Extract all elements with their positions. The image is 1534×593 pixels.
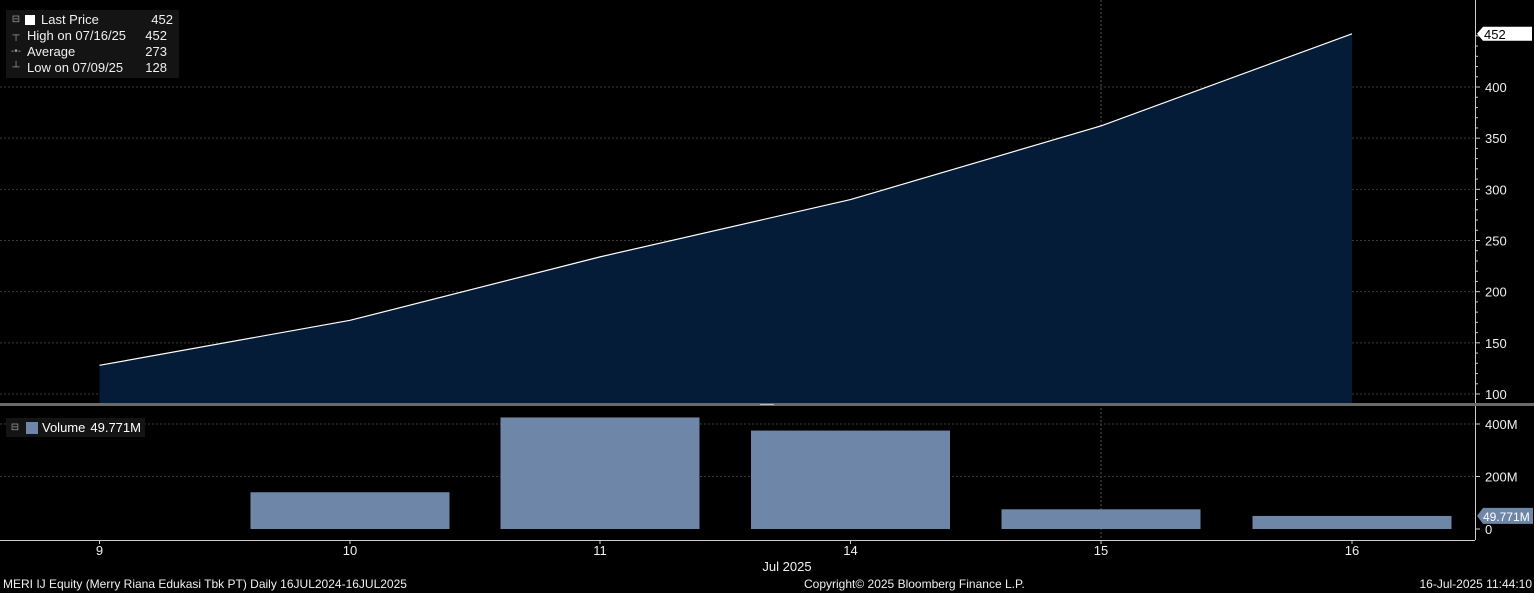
x-tick-label: 10 (343, 543, 357, 558)
volume-tick-label: 0 (1485, 522, 1492, 537)
last-volume-tag (1477, 507, 1533, 524)
volume-bar (751, 430, 950, 529)
volume-bars (250, 417, 1452, 529)
price-tick-label: 350 (1485, 131, 1507, 146)
volume-gridlines (0, 423, 1475, 477)
price-tick-label: 400 (1485, 80, 1507, 95)
price-area (99, 33, 1352, 403)
legend-row-last-price[interactable]: ⊟ Last Price 452 (9, 12, 173, 28)
legend-label: Average (27, 44, 76, 59)
x-axis-ticks: 9 10 11 14 15 16 Jul 2025 (96, 540, 1359, 574)
last-value-tags: 452 49.771M (1477, 26, 1533, 524)
collapse-icon[interactable]: ⊟ (10, 422, 20, 433)
price-tick-label: 100 (1485, 387, 1507, 402)
legend-value: 452 (151, 12, 173, 27)
volume-bar (1001, 509, 1201, 529)
high-marker-icon: ┬ (12, 30, 20, 41)
volume-tick-label: 400M (1485, 417, 1518, 432)
x-tick-label: 11 (593, 543, 607, 558)
legend-value: 452 (145, 28, 167, 43)
legend-value: 128 (145, 60, 167, 75)
volume-legend-value: 49.771M (90, 420, 141, 435)
x-tick-label: 15 (1094, 543, 1108, 558)
axes (0, 0, 1476, 541)
price-legend: ⊟ Last Price 452 ┬ High on 07/16/25 452 … (6, 10, 179, 78)
price-tick-label: 200 (1485, 285, 1507, 300)
price-tick-label: 300 (1485, 182, 1507, 197)
price-axis-ticks: 100 150 200 250 300 350 400 (1475, 35, 1507, 402)
white-swatch-icon (25, 15, 35, 25)
footer-timestamp: 16-Jul-2025 11:44:10 (1419, 577, 1532, 591)
collapse-icon[interactable]: ⊟ (11, 14, 21, 25)
x-axis-month-label: Jul 2025 (762, 559, 811, 574)
legend-label: High on 07/16/25 (27, 28, 127, 43)
footer-security: MERI IJ Equity (Merry Riana Edukasi Tbk … (3, 577, 407, 591)
volume-bar (250, 492, 450, 529)
average-marker-icon: -•- (10, 46, 22, 57)
legend-row-high[interactable]: ┬ High on 07/16/25 452 (9, 28, 173, 44)
footer-copyright: Copyright© 2025 Bloomberg Finance L.P. (804, 577, 1025, 591)
x-tick-label: 16 (1345, 543, 1359, 558)
x-tick-label: 9 (96, 543, 103, 558)
last-price-tag-label: 452 (1484, 27, 1506, 42)
low-marker-icon: ┴ (12, 62, 20, 73)
volume-legend[interactable]: ⊟ Volume 49.771M (6, 418, 145, 437)
x-tick-label: 14 (843, 543, 857, 558)
last-price-tag (1477, 26, 1532, 41)
legend-value: 273 (145, 44, 167, 59)
price-tick-label: 250 (1485, 234, 1507, 249)
legend-label: Low on 07/09/25 (27, 60, 124, 75)
legend-label: Last Price (41, 12, 99, 27)
legend-row-average[interactable]: -•- Average 273 (9, 44, 173, 60)
last-volume-tag-label: 49.771M (1483, 510, 1530, 524)
price-line (99, 33, 1353, 366)
price-tick-label: 150 (1485, 336, 1507, 351)
volume-tick-label: 200M (1485, 470, 1518, 485)
legend-row-low[interactable]: ┴ Low on 07/09/25 128 (9, 60, 173, 76)
volume-legend-label: Volume (42, 420, 86, 435)
volume-swatch-icon (26, 421, 38, 434)
volume-bar (500, 417, 700, 529)
volume-axis-ticks: 0 200M 400M (1475, 417, 1518, 537)
volume-bar (1252, 515, 1452, 529)
